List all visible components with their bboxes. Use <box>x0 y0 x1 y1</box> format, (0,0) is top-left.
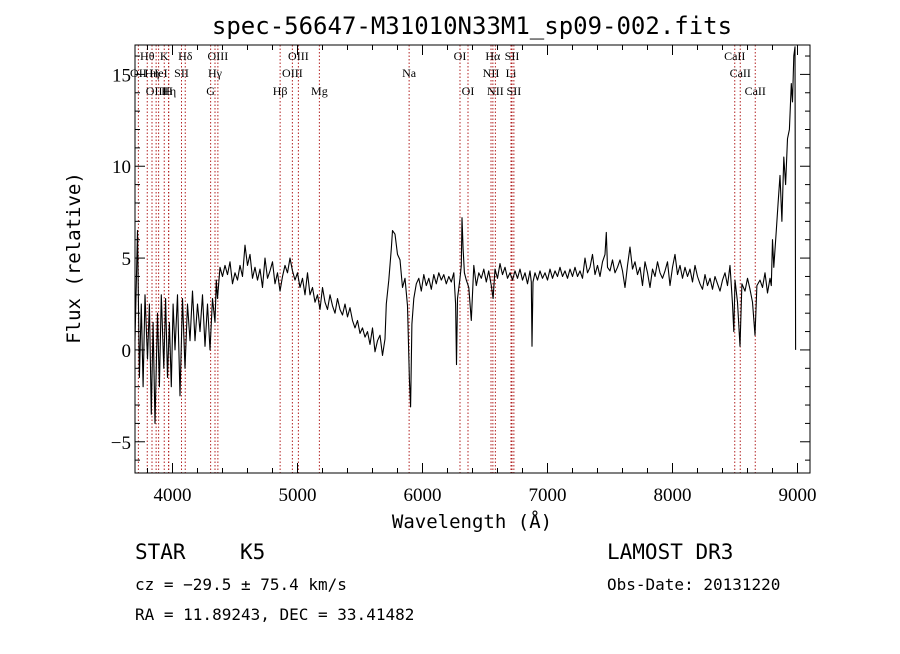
x-tick-label: 5000 <box>279 485 317 506</box>
spectral-line-label: Hη <box>145 66 160 80</box>
spectral-line-label: Hθ <box>140 49 155 63</box>
spectral-line-label: OIII <box>288 49 309 63</box>
y-tick-label: 15 <box>112 65 131 86</box>
spectral-line-label: Hη <box>161 84 176 98</box>
spectral-line-label: OI <box>454 49 467 63</box>
y-tick-label: −5 <box>111 433 131 454</box>
spectral-line-label: HeI <box>150 66 168 80</box>
axes: 4000 5000 6000 7000 8000 9000 −5 0 5 10 15 <box>111 44 817 506</box>
spectral-line-label: SII <box>507 84 522 98</box>
x-tick-label: 7000 <box>529 485 567 506</box>
object-class: STAR <box>135 540 186 564</box>
y-axis-label: Flux (relative) <box>63 172 85 344</box>
spectral-line-markers <box>137 45 756 473</box>
spectral-line-label: K <box>160 49 169 63</box>
spectral-line-label: Hα <box>485 49 501 63</box>
object-subclass: K5 <box>240 540 265 564</box>
coordinates: RA = 11.89243, DEC = 33.41482 <box>135 605 414 624</box>
y-tick-label: 5 <box>122 249 132 270</box>
spectral-line-label: SII <box>174 66 189 80</box>
y-tick-label: 10 <box>112 157 131 178</box>
spectral-line-label: NII <box>487 84 504 98</box>
spectrum-layer <box>134 46 797 424</box>
x-axis-label: Wavelength (Å) <box>392 510 552 533</box>
spectral-line-label: OIII <box>146 84 167 98</box>
redshift-info: cz = −29.5 ± 75.4 km/s <box>135 575 347 594</box>
spectral-line-label: OIII <box>208 49 229 63</box>
x-tick-label: 6000 <box>404 485 442 506</box>
spectral-line-label: CaII <box>724 49 745 63</box>
spectral-line-label: SII <box>505 49 520 63</box>
spectral-line-label: NII <box>483 66 500 80</box>
spectral-line-label: CaII <box>730 66 751 80</box>
obs-date: Obs-Date: 20131220 <box>607 575 780 594</box>
x-tick-label: 9000 <box>779 485 817 506</box>
spectral-line-label: Mg <box>311 84 328 98</box>
y-tick-label: 0 <box>122 341 132 362</box>
spectrum-line <box>134 46 797 424</box>
x-tick-label: 4000 <box>154 485 192 506</box>
spectral-line-label: Hβ <box>273 84 288 98</box>
spectral-line-label: G <box>206 84 215 98</box>
spectral-line-label: OIII <box>282 66 303 80</box>
x-tick-label: 8000 <box>654 485 692 506</box>
spectral-line-label: OII <box>130 66 147 80</box>
spectral-line-label: Hγ <box>208 66 223 80</box>
spectral-line-label: H <box>164 84 173 98</box>
chart-title: spec-56647-M31010N33M1_sp09-002.fits <box>212 12 732 40</box>
spectral-line-label: OI <box>462 84 475 98</box>
spectral-line-label: Li <box>506 66 517 80</box>
spectral-line-label: Hδ <box>178 49 193 63</box>
spectral-line-label: CaII <box>745 84 766 98</box>
spectral-line-label: Na <box>402 66 417 80</box>
plot-frame <box>134 44 811 474</box>
survey-name: LAMOST DR3 <box>607 540 733 564</box>
